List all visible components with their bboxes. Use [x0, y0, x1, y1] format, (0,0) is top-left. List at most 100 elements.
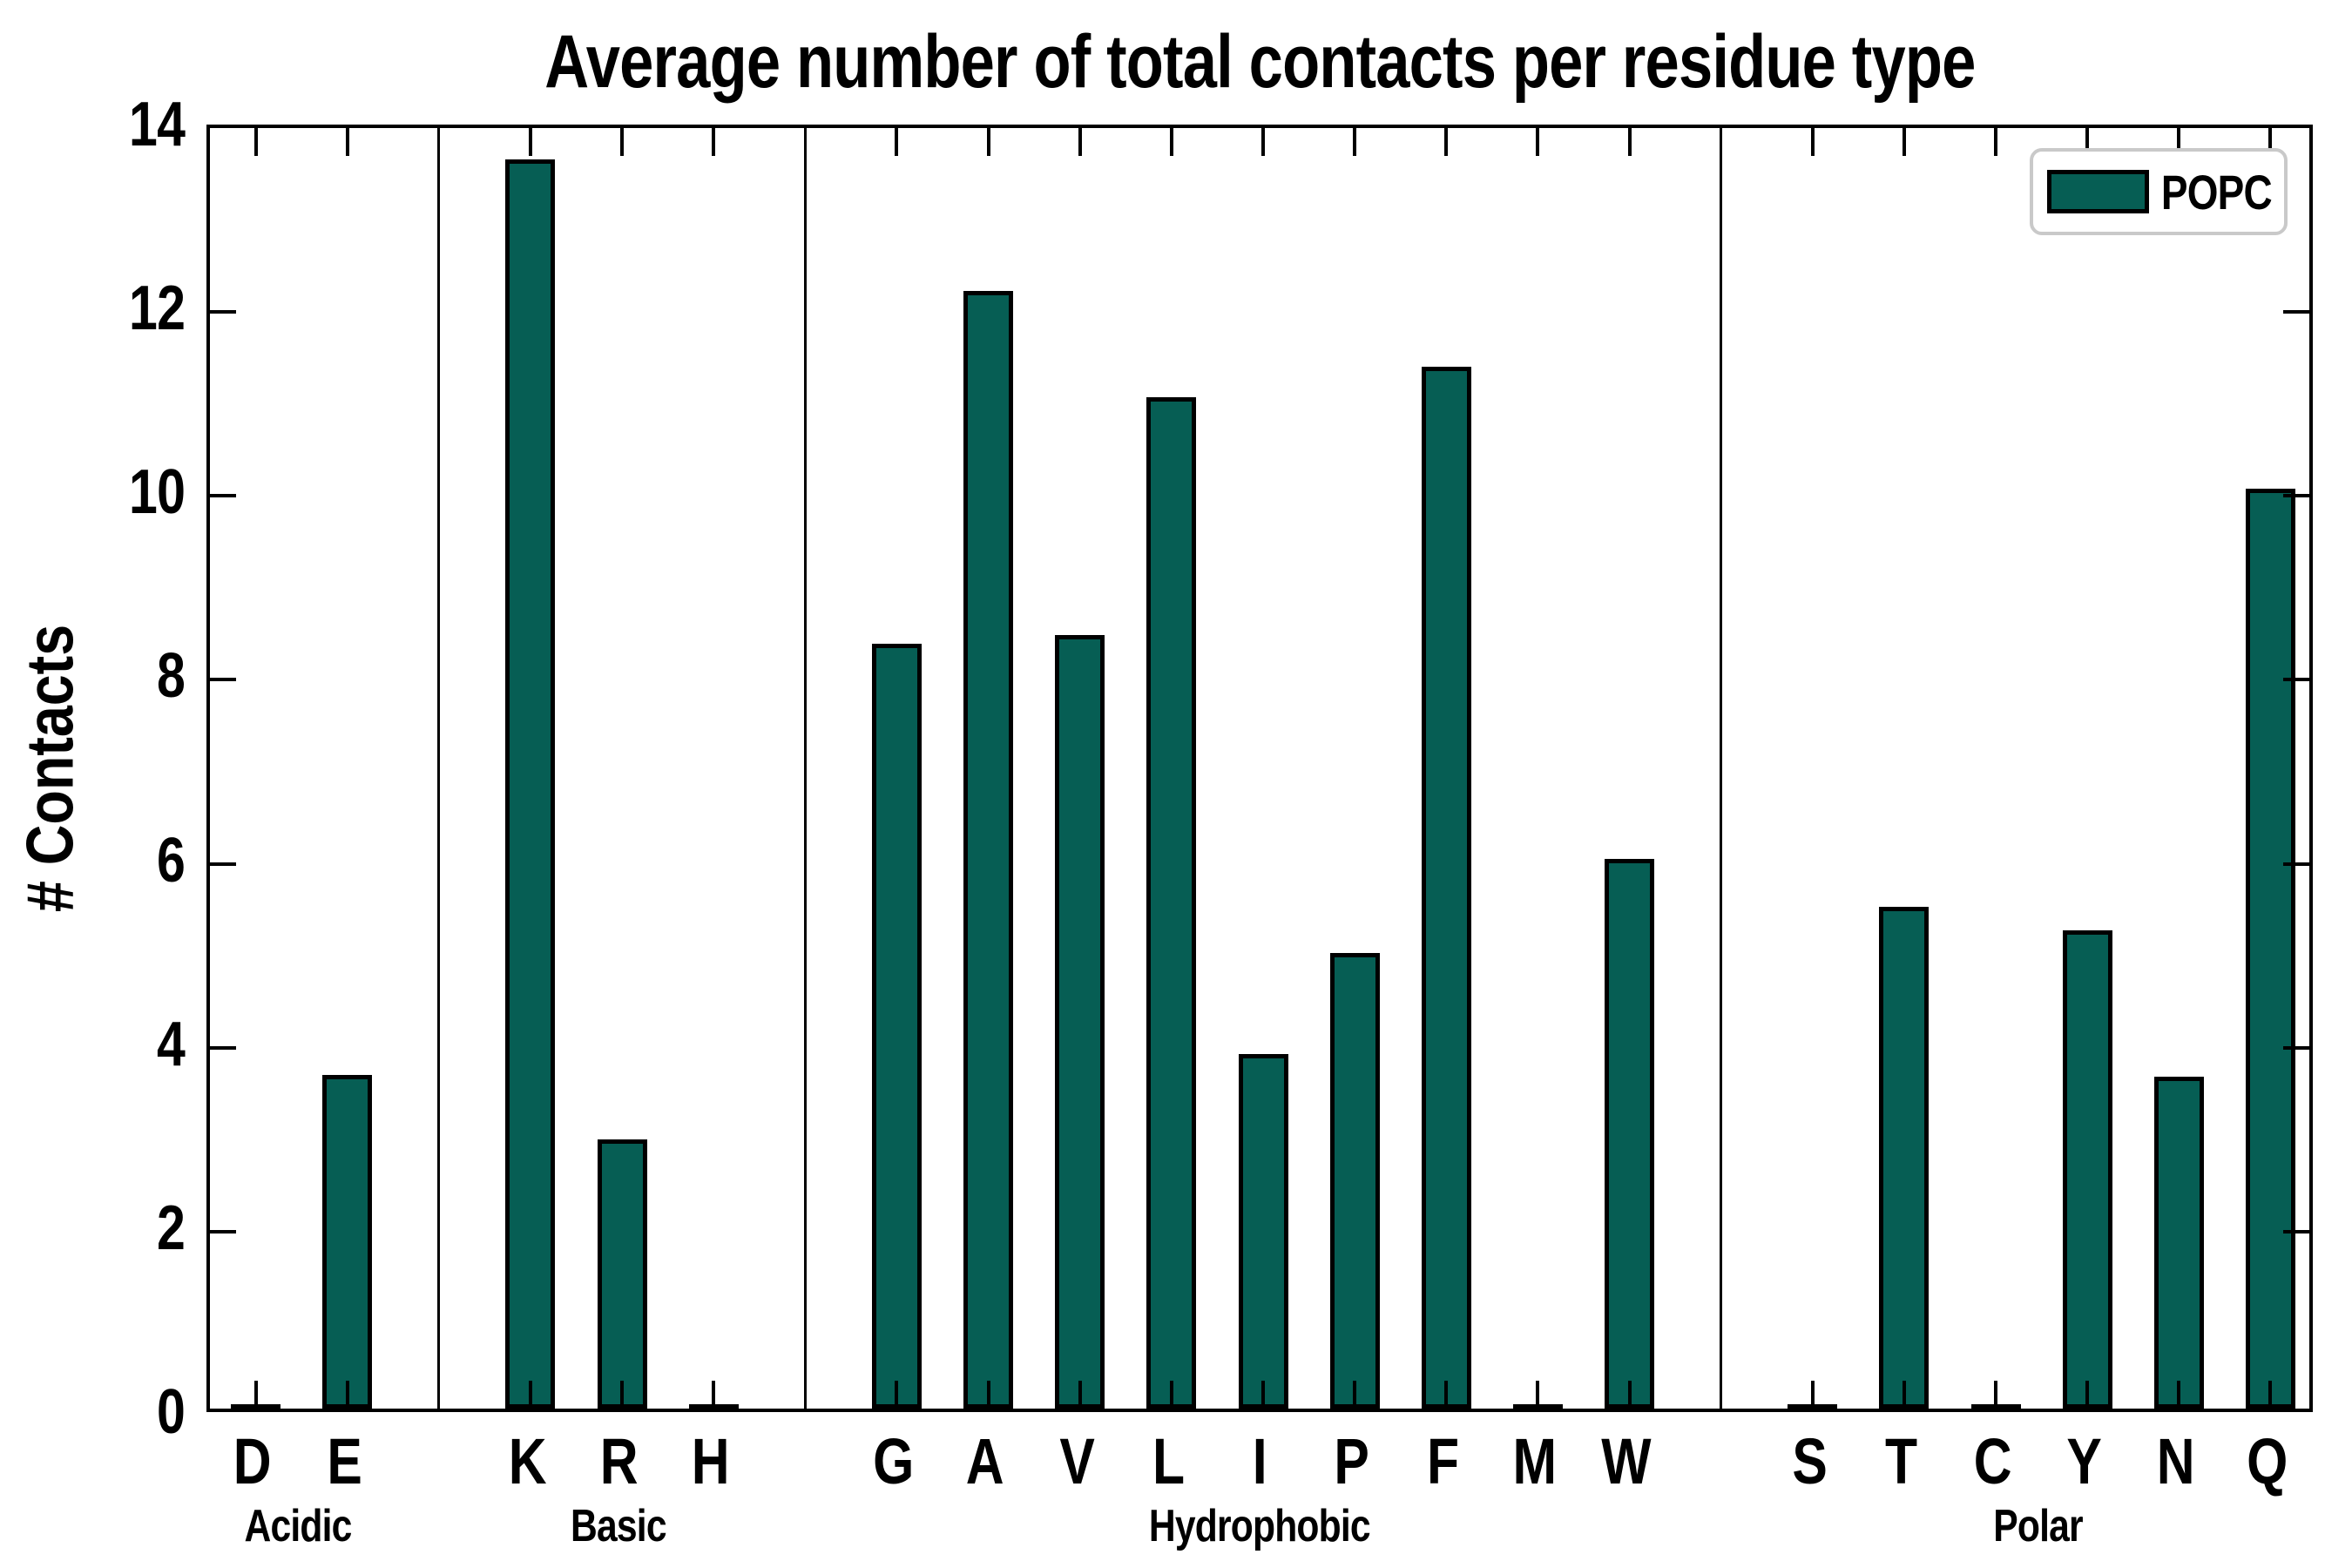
x-tick-bottom-C: [1994, 1381, 1998, 1409]
x-category-label-text: K: [508, 1425, 546, 1497]
group-label-acidic: Acidic: [115, 1500, 481, 1552]
x-tick-top-G: [895, 128, 899, 156]
x-tick-top-V: [1078, 128, 1082, 156]
x-tick-top-W: [1627, 128, 1632, 156]
bar-W: [1605, 858, 1655, 1409]
x-category-label-E: E: [283, 1427, 405, 1497]
bar-A: [963, 291, 1014, 1409]
y-tick-label-2: 2: [37, 1196, 186, 1260]
bar-F: [1421, 366, 1471, 1409]
x-tick-bottom-M: [1536, 1381, 1540, 1409]
x-tick-bottom-R: [620, 1381, 625, 1409]
bar-P: [1329, 953, 1380, 1409]
x-category-label-V: V: [1016, 1427, 1138, 1497]
y-tick-label-text: 0: [156, 1377, 186, 1447]
x-tick-bottom-S: [1810, 1381, 1815, 1409]
y-tick-label-text: 10: [128, 457, 186, 528]
y-tick-right-6: [2283, 862, 2309, 866]
y-tick-right-4: [2283, 1045, 2309, 1050]
x-category-label-text: Y: [2066, 1425, 2101, 1497]
y-tick-label-10: 10: [37, 457, 186, 528]
bar-N: [2153, 1076, 2204, 1409]
x-tick-bottom-D: [253, 1381, 258, 1409]
group-separator: [437, 128, 441, 1409]
group-label-text: Basic: [571, 1501, 667, 1551]
x-category-label-A: A: [924, 1427, 1046, 1497]
x-tick-top-F: [1444, 128, 1449, 156]
y-tick-label-text: 6: [156, 825, 186, 896]
x-category-label-Y: Y: [2023, 1427, 2145, 1497]
y-tick-right-2: [2283, 1229, 2309, 1233]
y-tick-label-8: 8: [37, 644, 186, 708]
x-tick-top-C: [1994, 128, 1998, 156]
x-tick-top-A: [986, 128, 990, 156]
x-category-label-D: D: [192, 1427, 314, 1497]
x-category-label-text: N: [2156, 1425, 2195, 1497]
y-tick-right-10: [2283, 494, 2309, 498]
x-tick-bottom-F: [1444, 1381, 1449, 1409]
x-tick-bottom-Y: [2085, 1381, 2090, 1409]
x-tick-bottom-L: [1169, 1381, 1173, 1409]
y-tick-left-12: [210, 310, 236, 314]
x-tick-bottom-A: [986, 1381, 990, 1409]
x-tick-bottom-W: [1627, 1381, 1632, 1409]
x-tick-top-Y: [2085, 128, 2090, 156]
x-category-label-text: W: [1601, 1425, 1651, 1497]
bar-T: [1879, 906, 1930, 1409]
x-category-label-text: R: [599, 1425, 639, 1497]
x-category-label-text: S: [1791, 1425, 1827, 1497]
group-separator: [803, 128, 807, 1409]
x-category-label-text: C: [1973, 1425, 2012, 1497]
x-category-label-text: I: [1252, 1425, 1267, 1497]
x-tick-top-D: [253, 128, 258, 156]
x-tick-top-K: [528, 128, 532, 156]
x-category-label-T: T: [1840, 1427, 1962, 1497]
y-tick-label-14: 14: [37, 92, 186, 157]
x-category-label-text: A: [966, 1425, 1004, 1497]
y-tick-label-0: 0: [37, 1377, 186, 1447]
x-tick-bottom-I: [1261, 1381, 1265, 1409]
x-tick-top-Q: [2268, 128, 2273, 156]
x-tick-bottom-T: [1902, 1381, 1906, 1409]
x-category-label-I: I: [1199, 1427, 1321, 1497]
x-tick-top-S: [1810, 128, 1815, 156]
x-category-label-text: P: [1334, 1425, 1369, 1497]
x-tick-top-H: [712, 128, 716, 156]
y-tick-label-12: 12: [37, 276, 186, 341]
y-tick-right-8: [2283, 678, 2309, 682]
group-label-polar: Polar: [1855, 1500, 2221, 1552]
x-tick-top-I: [1261, 128, 1265, 156]
chart-title-text: Average number of total contacts per res…: [544, 20, 1976, 104]
bar-Q: [2245, 489, 2295, 1409]
x-tick-bottom-H: [712, 1381, 716, 1409]
x-category-label-P: P: [1290, 1427, 1412, 1497]
x-category-label-text: H: [691, 1425, 730, 1497]
y-tick-label-text: 4: [156, 1009, 186, 1079]
x-category-label-text: V: [1058, 1425, 1094, 1497]
x-category-label-text: F: [1427, 1425, 1459, 1497]
group-separator: [1720, 128, 1723, 1409]
x-category-label-R: R: [558, 1427, 679, 1497]
legend-swatch-popc: [2047, 170, 2150, 213]
group-label-hydrophobic: Hydrophobic: [1077, 1500, 1443, 1552]
bar-E: [322, 1074, 373, 1409]
bar-K: [505, 159, 556, 1409]
x-tick-top-R: [620, 128, 625, 156]
bar-L: [1146, 396, 1197, 1409]
x-category-label-text: D: [233, 1425, 272, 1497]
y-tick-label-4: 4: [37, 1009, 186, 1079]
bar-G: [871, 643, 922, 1409]
x-category-label-H: H: [649, 1427, 771, 1497]
legend: POPC: [2030, 148, 2288, 235]
x-category-label-text: L: [1152, 1425, 1185, 1497]
x-category-label-Q: Q: [2206, 1427, 2328, 1497]
x-tick-top-P: [1353, 128, 1357, 156]
y-tick-label-6: 6: [37, 825, 186, 896]
x-tick-top-M: [1536, 128, 1540, 156]
x-category-label-C: C: [1931, 1427, 2053, 1497]
x-category-label-F: F: [1382, 1427, 1504, 1497]
x-category-label-W: W: [1565, 1427, 1687, 1497]
x-tick-top-T: [1902, 128, 1906, 156]
x-category-label-text: G: [873, 1425, 914, 1497]
